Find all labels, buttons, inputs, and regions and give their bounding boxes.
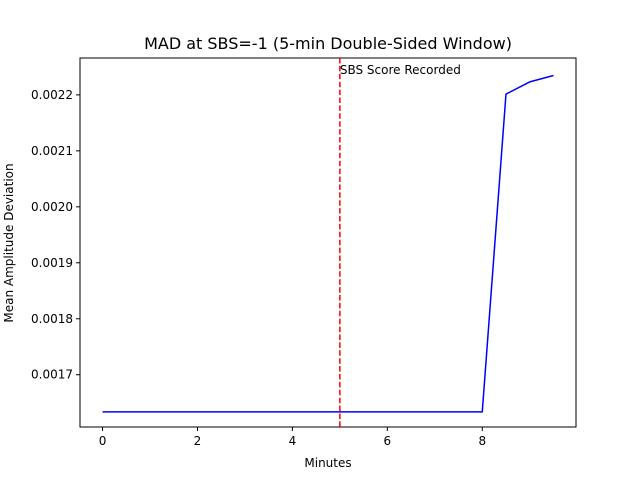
x-axis-label: Minutes — [304, 456, 351, 470]
x-tick-label: 8 — [478, 434, 486, 448]
plot-area: 0 2 4 6 8 0.0017 0.0018 0.0019 0.0020 0.0021 0.002… — [31, 57, 577, 448]
y-tick-label: 0.0021 — [31, 144, 73, 158]
axes-frame — [79, 57, 577, 428]
x-tick-label: 2 — [194, 434, 202, 448]
y-axis-label: Mean Amplitude Deviation — [2, 163, 16, 322]
y-tick-label: 0.0022 — [31, 88, 73, 102]
y-tick-label: 0.0019 — [31, 256, 73, 270]
y-tick-label: 0.0018 — [31, 312, 73, 326]
y-tick-label: 0.0017 — [31, 368, 73, 382]
x-tick-label: 6 — [384, 434, 392, 448]
chart-title: MAD at SBS=-1 (5-min Double-Sided Window… — [144, 34, 512, 53]
x-tick-label: 4 — [289, 434, 297, 448]
x-tick-label: 0 — [99, 434, 107, 448]
annotation-label: SBS Score Recorded — [340, 63, 461, 77]
y-tick-label: 0.0020 — [31, 200, 73, 214]
series-line-0 — [102, 74, 554, 413]
